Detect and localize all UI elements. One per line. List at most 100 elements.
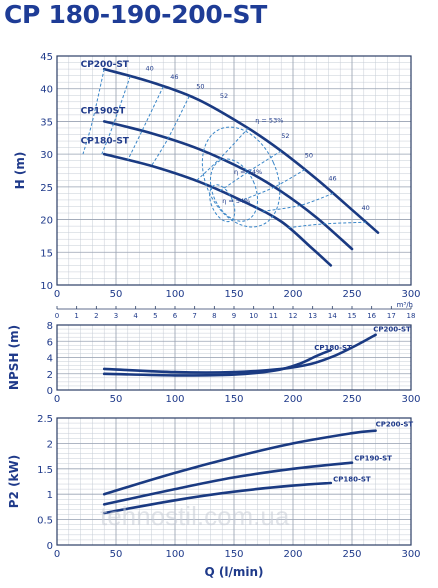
y-tick-label: 2.5 (37, 414, 53, 425)
y-tick-label: 0 (47, 386, 53, 397)
efficiency-iso-line (127, 86, 164, 161)
efficiency-label: 52 (281, 132, 289, 140)
y-tick-label: 30 (40, 150, 53, 161)
curve-label: CP180-ST (314, 344, 352, 352)
x-tick-label: 300 (401, 289, 420, 300)
x-axis-label: Q (l/min) (204, 565, 263, 579)
secondary-tick-label: 6 (173, 312, 178, 320)
series-curve-cp190st (102, 120, 354, 251)
power-frame (56, 417, 412, 546)
secondary-tick-label: 15 (348, 312, 357, 320)
curve-label: CP200-ST (376, 421, 414, 429)
efficiency-iso-line (82, 68, 105, 155)
x-tick-label: 200 (283, 549, 302, 560)
x-tick-label: 50 (110, 394, 123, 405)
x-tick-label: 150 (224, 549, 243, 560)
x-tick-label: 200 (283, 394, 302, 405)
secondary-tick-label: 3 (114, 312, 118, 320)
curve-label: CP180-ST (81, 137, 130, 147)
efficiency-label: 46 (170, 73, 178, 81)
series-curve-cp190-st (102, 461, 354, 506)
series-curve-cp180-st (102, 152, 333, 267)
secondary-tick-label: 11 (269, 312, 278, 320)
chart-title: CP 180-190-200-ST (4, 0, 268, 29)
x-tick-label: 100 (165, 394, 184, 405)
x-tick-label: 200 (283, 289, 302, 300)
secondary-tick-label: 10 (249, 312, 258, 320)
secondary-tick-label: 14 (328, 312, 337, 320)
efficiency-label: 50 (305, 151, 313, 159)
efficiency-iso-line (150, 96, 190, 167)
efficiency-label: η = 54% (234, 168, 262, 176)
curve-label: CP180-ST (333, 476, 371, 484)
x-tick-label: 150 (224, 289, 243, 300)
y-axis-label: P2 (kW) (7, 455, 21, 509)
y-tick-label: 40 (40, 85, 53, 96)
x-tick-label: 0 (54, 289, 60, 300)
secondary-tick-label: 9 (232, 312, 236, 320)
curve-label: CP200-ST (81, 60, 130, 70)
efficiency-label: η = 53% (255, 117, 283, 125)
secondary-tick-label: 7 (192, 312, 196, 320)
y-tick-label: 6 (47, 337, 53, 348)
npsh-frame (56, 324, 412, 391)
x-tick-label: 250 (342, 289, 361, 300)
head-frame (56, 55, 412, 286)
efficiency-loop (201, 126, 281, 228)
secondary-tick-label: 12 (289, 312, 298, 320)
y-tick-label: 2 (47, 439, 53, 450)
series-curve-cp200-st (102, 333, 377, 374)
watermark: tehnostil.com.ua (100, 501, 290, 531)
efficiency-label: 50 (196, 83, 204, 91)
y-tick-label: 4 (47, 354, 53, 365)
y-tick-label: 25 (40, 183, 53, 194)
efficiency-loop (209, 158, 259, 222)
efficiency-iso-line (262, 192, 334, 212)
x-tick-label: 300 (401, 394, 420, 405)
secondary-tick-label: 17 (387, 312, 396, 320)
efficiency-iso-line (288, 221, 367, 229)
efficiency-label: 40 (146, 64, 154, 72)
head-panel (56, 55, 412, 310)
series-curve-cp180-st (102, 481, 333, 515)
curve-label: CP190-ST (354, 455, 392, 463)
x-tick-label: 150 (224, 394, 243, 405)
secondary-tick-label: 4 (133, 312, 138, 320)
y-tick-label: 2 (47, 370, 53, 381)
y-axis-label: H (m) (13, 152, 27, 190)
secondary-tick-label: 16 (367, 312, 376, 320)
series-curve-cp200-st (102, 67, 380, 234)
y-tick-label: 1 (47, 490, 53, 501)
x-tick-label: 100 (165, 549, 184, 560)
y-axis-label: NPSH (m) (7, 325, 21, 390)
secondary-tick-label: 1 (74, 312, 78, 320)
y-tick-label: 0.5 (37, 516, 53, 527)
secondary-tick-label: 13 (308, 312, 317, 320)
x-tick-label: 250 (342, 549, 361, 560)
y-tick-label: 15 (40, 248, 53, 259)
y-tick-label: 35 (40, 117, 53, 128)
secondary-tick-label: 18 (407, 312, 416, 320)
series-curve-cp180-st (102, 348, 333, 377)
secondary-axis-unit: m³/h (397, 301, 413, 309)
efficiency-label: 46 (328, 174, 336, 182)
efficiency-iso-line (240, 169, 306, 201)
x-tick-label: 250 (342, 394, 361, 405)
power-panel (56, 417, 412, 546)
y-tick-label: 10 (40, 281, 53, 292)
y-tick-label: 45 (40, 52, 53, 63)
y-tick-label: 1.5 (37, 465, 53, 476)
x-tick-label: 300 (401, 549, 420, 560)
efficiency-iso-line (101, 76, 131, 155)
efficiency-loop (209, 184, 236, 223)
efficiency-label: 52 (220, 92, 228, 100)
series-curve-cp200-st (102, 429, 377, 496)
efficiency-iso-line (195, 127, 249, 182)
x-tick-label: 0 (54, 549, 60, 560)
efficiency-iso-line (219, 150, 282, 192)
x-tick-label: 100 (165, 289, 184, 300)
curve-label: CP190ST (81, 107, 126, 117)
y-tick-label: 8 (47, 321, 53, 332)
efficiency-label: η = 54% (222, 197, 250, 205)
